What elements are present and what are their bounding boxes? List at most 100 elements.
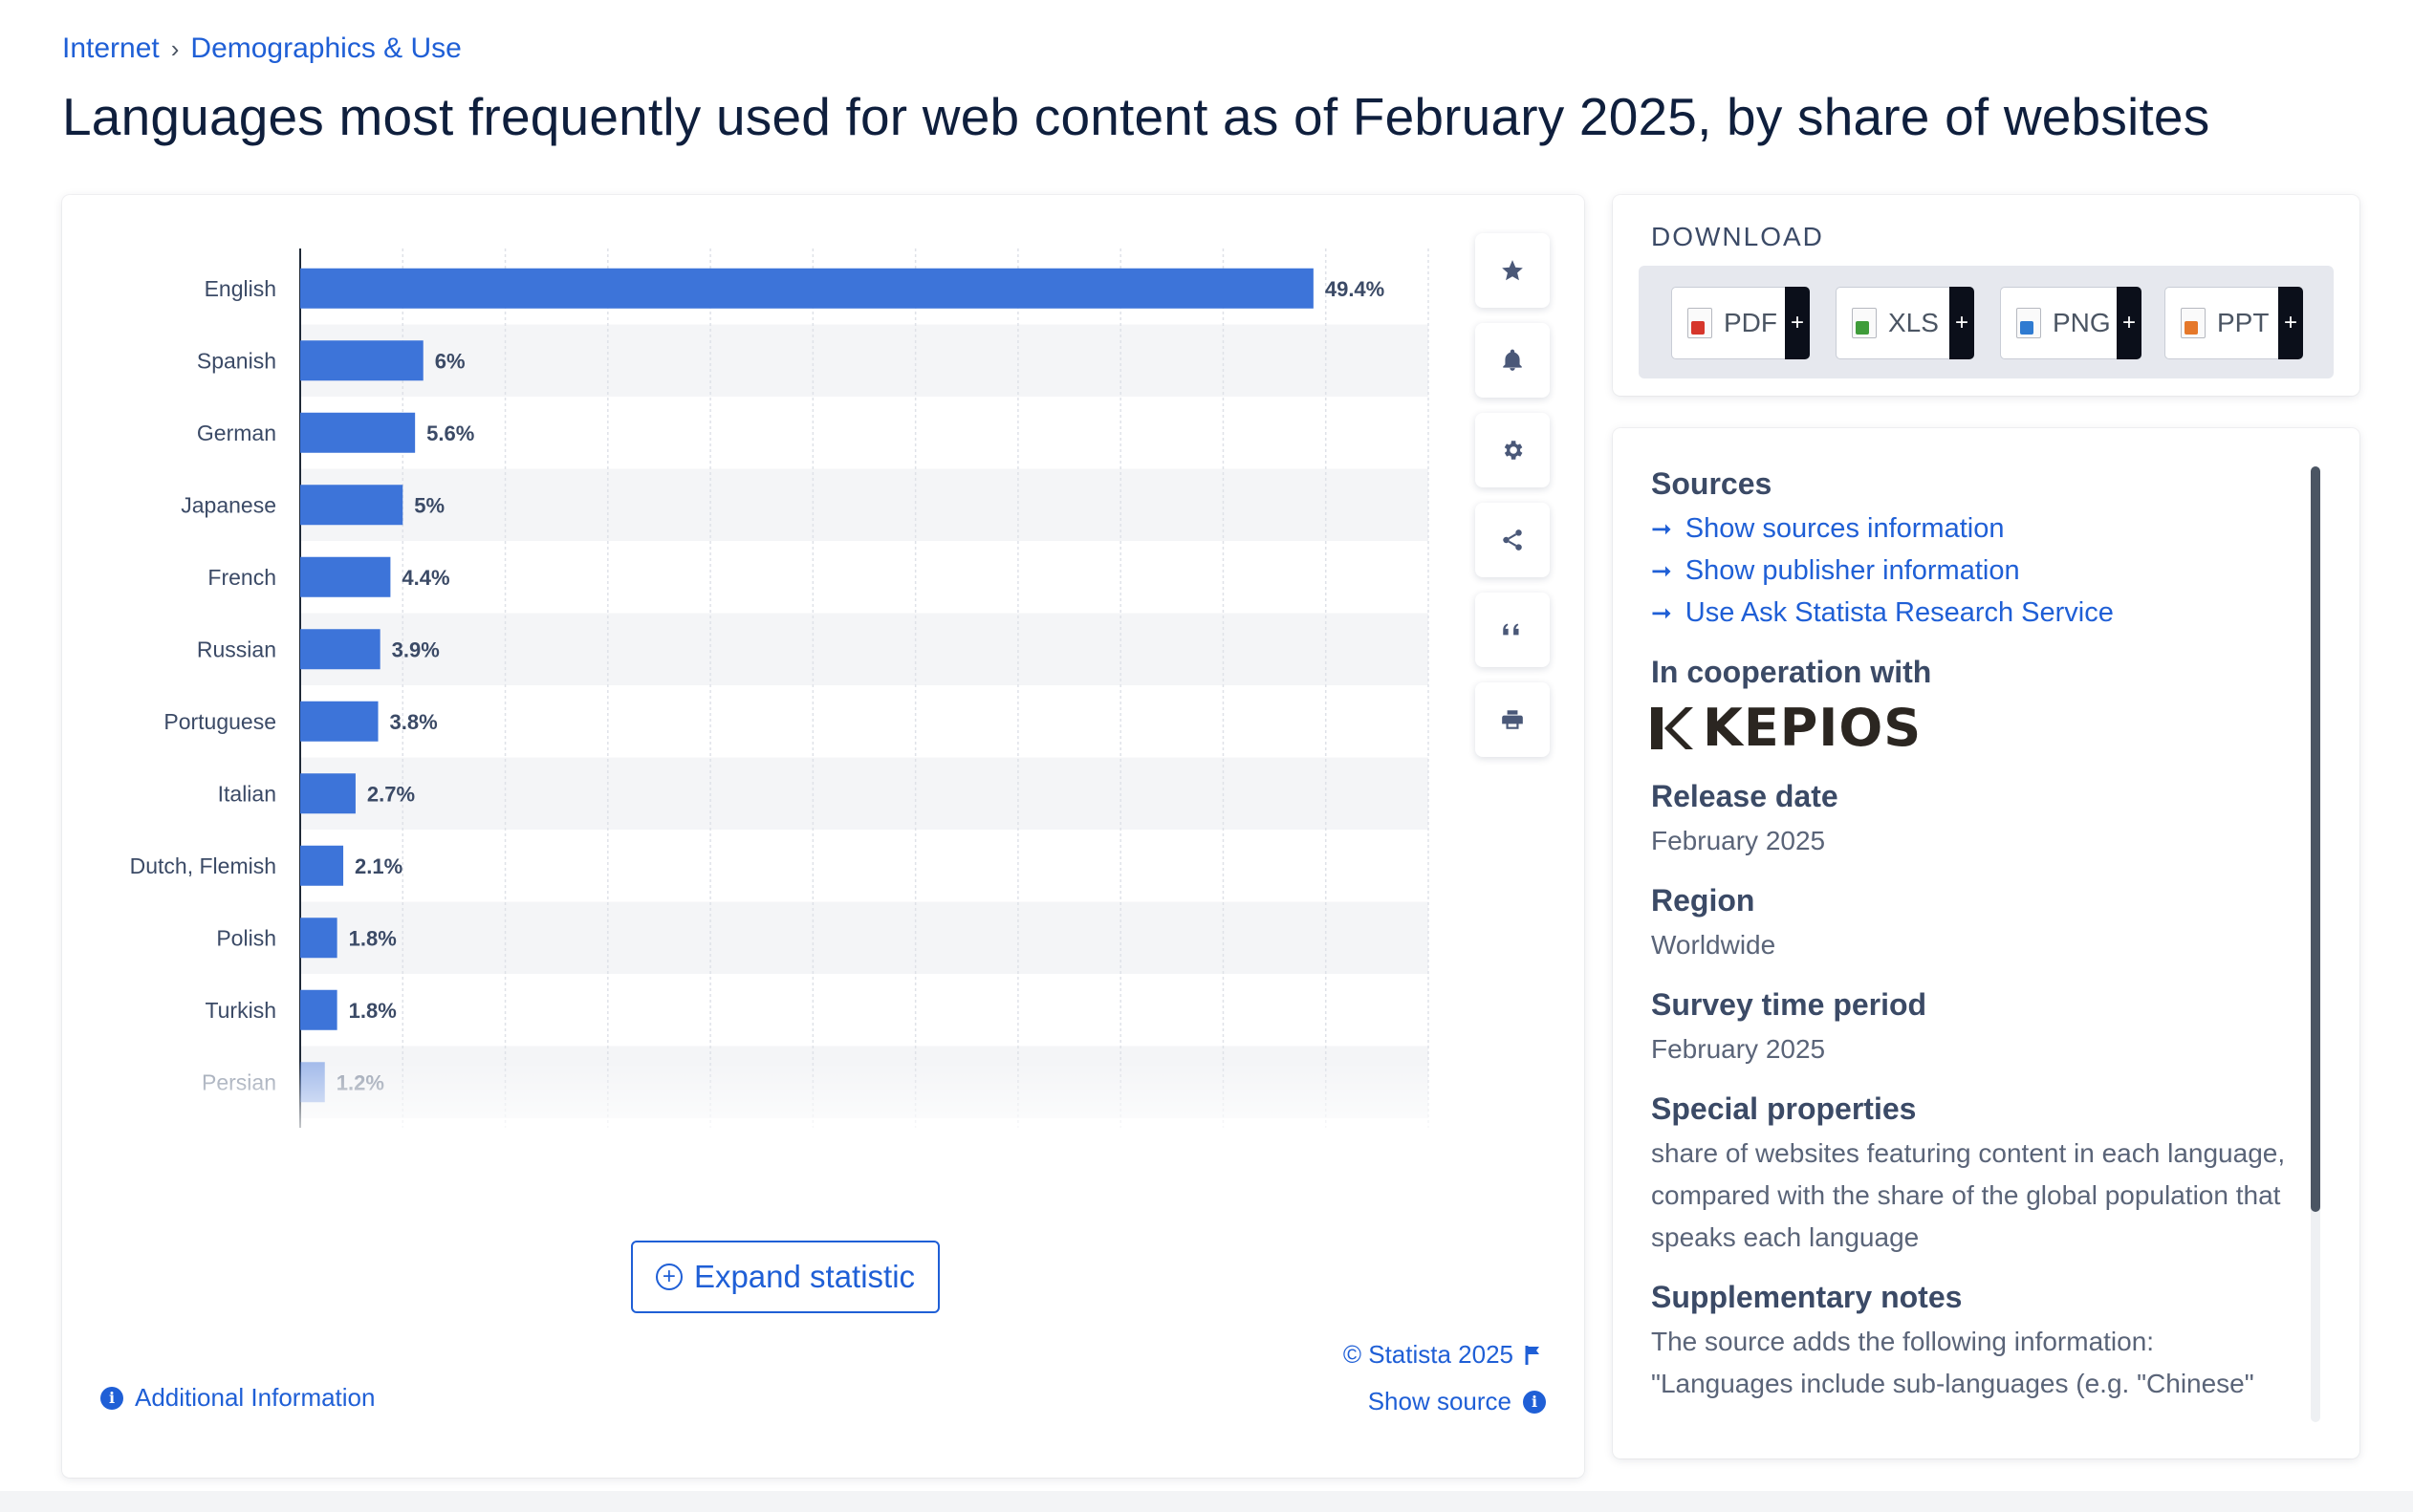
xls-file-icon [1852, 308, 1877, 338]
bell-icon [1503, 349, 1522, 371]
bar-italian [300, 773, 356, 814]
share-button[interactable] [1475, 503, 1550, 577]
value-label: 1.8% [349, 999, 397, 1023]
copyright-link[interactable]: © Statista 2025 [1343, 1340, 1542, 1370]
bar-polish [300, 918, 337, 959]
category-label: Russian [197, 637, 276, 661]
value-label: 2.1% [355, 854, 402, 878]
expand-statistic-label: Expand statistic [693, 1259, 916, 1294]
value-label: 1.8% [349, 926, 397, 950]
additional-information-label: Additional Information [135, 1383, 376, 1412]
value-label: 4.4% [402, 566, 449, 590]
download-pdf-button[interactable]: PDF + [1671, 287, 1810, 359]
download-pdf-label: PDF [1724, 308, 1777, 337]
arrow-right-icon: ➞ [1651, 597, 1672, 627]
bar-chart: English 49.4% Spanish 6% German 5.6% Japanese 5… [100, 248, 1458, 1137]
download-xls-button[interactable]: XLS + [1836, 287, 1974, 359]
gear-icon [1504, 441, 1523, 460]
breadcrumb-demographics[interactable]: Demographics & Use [190, 32, 462, 64]
plus-icon: + [2117, 287, 2141, 359]
value-label: 3.9% [392, 637, 440, 661]
arrow-right-icon: ➞ [1651, 513, 1672, 543]
print-icon [1502, 710, 1523, 729]
bar-portuguese [300, 701, 379, 742]
notification-button[interactable] [1475, 323, 1550, 398]
show-publisher-label: Show publisher information [1685, 554, 2020, 586]
download-buttons: PDF + XLS + PNG + PPT + [1639, 266, 2334, 378]
print-button[interactable] [1475, 682, 1550, 757]
bar-english [300, 268, 1314, 309]
survey-title: Survey time period [1651, 987, 1927, 1022]
bar-french [300, 556, 391, 597]
show-source-label: Show source [1367, 1387, 1511, 1415]
category-label: Polish [216, 925, 276, 950]
special-properties-section: Special properties share of websites fea… [1651, 1091, 2301, 1259]
region-section: Region Worldwide [1651, 883, 2301, 966]
chart-tools [1475, 233, 1550, 757]
value-label: 5.6% [426, 421, 474, 445]
category-label: French [207, 565, 276, 590]
release-title: Release date [1651, 779, 1838, 813]
sources-title: Sources [1651, 466, 1772, 501]
survey-value: February 2025 [1651, 1034, 1826, 1064]
download-png-button[interactable]: PNG + [2000, 287, 2141, 359]
breadcrumb: Internet › Demographics & Use [62, 32, 462, 65]
settings-button[interactable] [1475, 413, 1550, 487]
png-file-icon [2016, 308, 2041, 338]
kepios-wordmark: KEPIOS [1703, 698, 1923, 758]
favorite-button[interactable] [1475, 233, 1550, 308]
research-service-link[interactable]: ➞ Use Ask Statista Research Service [1651, 592, 2301, 634]
bar-spanish [300, 340, 424, 381]
release-value: February 2025 [1651, 826, 1826, 855]
category-label: Turkish [205, 998, 276, 1023]
research-service-label: Use Ask Statista Research Service [1685, 596, 2114, 628]
bar-dutch-flemish [300, 845, 344, 886]
copyright-text: © Statista 2025 [1342, 1340, 1513, 1369]
release-section: Release date February 2025 [1651, 779, 2301, 862]
row-band [300, 468, 1428, 541]
sources-section: Sources ➞ Show sources information ➞ Sho… [1651, 466, 2301, 634]
chart-card: English 49.4% Spanish 6% German 5.6% Japanese 5… [62, 195, 1584, 1478]
download-ppt-button[interactable]: PPT + [2164, 287, 2303, 359]
download-ppt-label: PPT [2217, 308, 2270, 337]
breadcrumb-internet[interactable]: Internet [62, 32, 160, 64]
kepios-mark-icon [1651, 706, 1693, 749]
plus-circle-icon: + [655, 1264, 683, 1290]
category-label: English [205, 276, 276, 301]
scrollbar-thumb[interactable] [2311, 466, 2320, 1212]
info-icon: i [1523, 1390, 1546, 1414]
expand-statistic-button[interactable]: + Expand statistic [631, 1241, 940, 1313]
special-properties-value: share of websites featuring content in e… [1651, 1138, 2286, 1252]
category-label: Dutch, Flemish [130, 853, 276, 878]
plus-icon: + [1949, 287, 1974, 359]
region-value: Worldwide [1651, 930, 1776, 960]
show-publisher-link[interactable]: ➞ Show publisher information [1651, 550, 2301, 592]
row-band [300, 757, 1428, 830]
bar-russian [300, 629, 380, 670]
show-sources-link[interactable]: ➞ Show sources information [1651, 508, 2301, 550]
ppt-file-icon [2181, 308, 2206, 338]
show-source-link[interactable]: Show source i [1368, 1387, 1546, 1416]
supplementary-notes-value: The source adds the following informatio… [1651, 1327, 2254, 1398]
cooperation-section: In cooperation with KEPIOS [1651, 655, 2301, 758]
download-card: DOWNLOAD PDF + XLS + PNG + PPT + [1613, 195, 2359, 396]
row-band [300, 324, 1428, 397]
cite-button[interactable] [1475, 593, 1550, 667]
plus-icon: + [2278, 287, 2303, 359]
quote-icon [1503, 623, 1519, 636]
category-label: Italian [218, 781, 276, 806]
bar-turkish [300, 989, 337, 1030]
category-label: Japanese [181, 492, 276, 517]
pdf-file-icon [1687, 308, 1712, 338]
info-content: Sources ➞ Show sources information ➞ Sho… [1651, 466, 2301, 1426]
value-label: 3.8% [390, 710, 438, 734]
supplementary-notes-title: Supplementary notes [1651, 1280, 1963, 1314]
show-sources-label: Show sources information [1685, 512, 2005, 544]
breadcrumb-separator: › [170, 33, 180, 63]
kepios-logo[interactable]: KEPIOS [1651, 698, 2301, 758]
bar-german [300, 412, 416, 453]
additional-information-link[interactable]: i Additional Information [100, 1383, 375, 1413]
page-title: Languages most frequently used for web c… [62, 87, 2210, 146]
value-label: 5% [414, 493, 445, 517]
flag-icon [1525, 1345, 1539, 1365]
